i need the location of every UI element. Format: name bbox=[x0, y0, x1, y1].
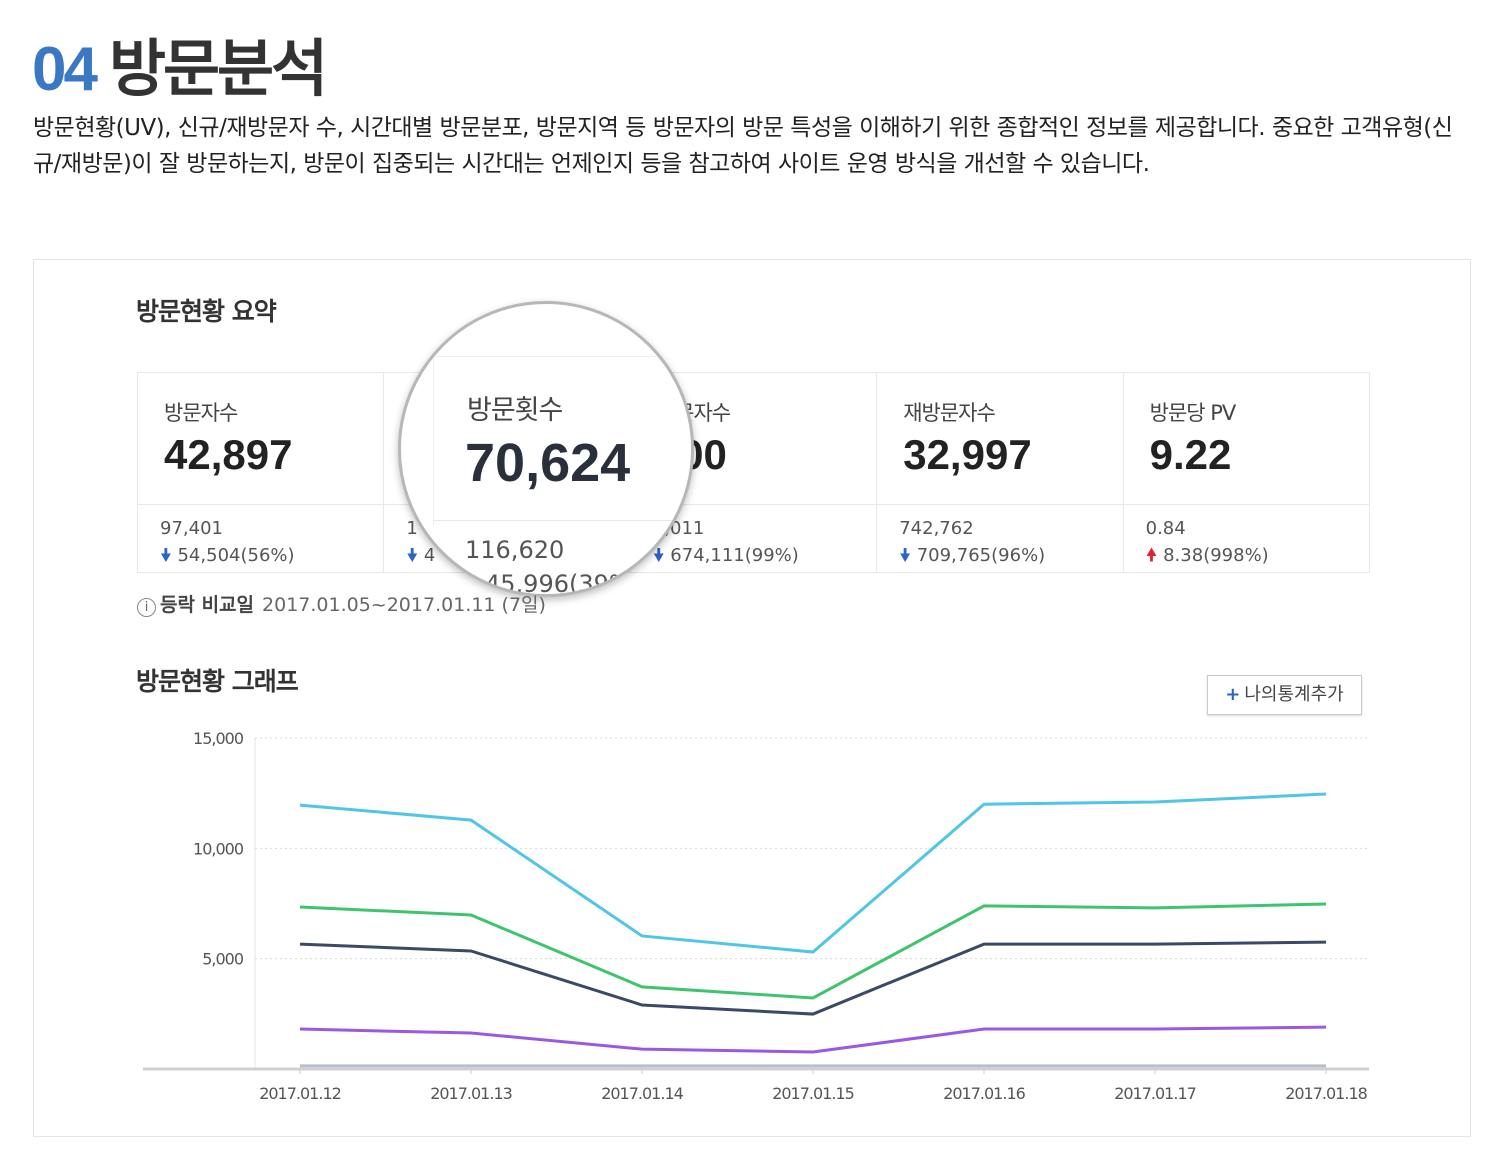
x-tick-label: 2017.01.14 bbox=[601, 1084, 683, 1103]
arrow-down-icon: 🠟 bbox=[899, 545, 911, 566]
x-tick-label: 2017.01.12 bbox=[259, 1084, 341, 1103]
card-change: 709,765(96%) bbox=[916, 545, 1046, 566]
visits-label: 방문횟수 bbox=[467, 395, 563, 426]
compare-note: i 등락 비교일 2017.01.05~2017.01.11 (7일) bbox=[137, 590, 546, 617]
arrow-down-icon: 🠟 bbox=[160, 545, 172, 566]
summary-title: 방문현황 요약 bbox=[136, 297, 277, 326]
summary-card: 방문당 PV 9.22 0.84 🠝 8.38(998%) bbox=[1123, 373, 1370, 572]
add-my-stats-button[interactable]: + 나의통계추가 bbox=[1207, 675, 1362, 715]
y-tick-label: 5,000 bbox=[202, 950, 244, 969]
card-value: 9.22 bbox=[1149, 431, 1232, 478]
card-change: 54,504(56%) bbox=[177, 545, 295, 566]
card-change: 674,111(99%) bbox=[670, 545, 799, 566]
x-tick-label: 2017.01.17 bbox=[1114, 1084, 1196, 1103]
series-navy-line bbox=[299, 940, 1327, 1016]
card-change: 8.38(998%) bbox=[1163, 545, 1269, 566]
analysis-panel: 방문현황 요약 방문자수 42,897 97,401 🠟 54,504(56%) 1… bbox=[33, 259, 1471, 1137]
card-prev: 97,401 bbox=[160, 518, 223, 539]
visits-value: 70,624 bbox=[465, 433, 631, 493]
summary-card: 재방문자수 32,997 742,762 🠟 709,765(96%) bbox=[877, 373, 1124, 572]
x-tick-label: 2017.01.13 bbox=[430, 1084, 512, 1103]
card-value: 42,897 bbox=[164, 431, 293, 478]
graph-title: 방문현황 그래프 bbox=[136, 667, 299, 696]
card-change: 4 bbox=[423, 545, 436, 566]
summary-card: 방문자수 42,897 97,401 🠟 54,504(56%) bbox=[138, 373, 385, 572]
x-tick-label: 2017.01.16 bbox=[943, 1084, 1025, 1103]
card-label: 방문자수 bbox=[164, 401, 238, 425]
note-label: 등락 비교일 bbox=[160, 594, 255, 616]
section-number: 04 bbox=[32, 35, 98, 104]
note-range: 2017.01.05~2017.01.11 (7일) bbox=[262, 594, 546, 616]
section-title: 방문분석 bbox=[108, 35, 328, 104]
visits-change: 45,996(39% bbox=[485, 570, 632, 597]
section-description: 방문현황(UV), 신규/재방문자 수, 시간대별 방문분포, 방문지역 등 방… bbox=[33, 115, 1453, 177]
card-label: 재방문자수 bbox=[903, 401, 996, 425]
x-tick-label: 2017.01.18 bbox=[1285, 1084, 1367, 1103]
page-title: 04 방문분석 bbox=[32, 18, 328, 108]
card-prev: 1 bbox=[406, 518, 418, 539]
add-button-label: 나의통계추가 bbox=[1244, 684, 1344, 705]
y-tick-label: 15,000 bbox=[193, 729, 244, 748]
card-label: 방문당 PV bbox=[1149, 401, 1237, 425]
series-green-line bbox=[299, 902, 1327, 1000]
card-value: 32,997 bbox=[903, 431, 1032, 478]
series-cyan-line bbox=[299, 792, 1327, 954]
visits-prev: 116,620 bbox=[465, 536, 565, 564]
y-tick-label: 10,000 bbox=[193, 839, 244, 858]
series-purple-line bbox=[299, 1025, 1327, 1054]
plus-icon: + bbox=[1225, 684, 1241, 705]
magnifier-overlay: 방문횟수 70,624 116,620 45,996(39% bbox=[398, 301, 694, 597]
x-tick-label: 2017.01.15 bbox=[772, 1084, 854, 1103]
arrow-up-icon: 🠝 bbox=[1145, 545, 1158, 566]
arrow-down-icon: 🠟 bbox=[406, 545, 419, 566]
arrow-down-icon: 🠟 bbox=[652, 545, 665, 566]
card-prev: 742,762 bbox=[899, 518, 974, 539]
card-prev: 0.84 bbox=[1145, 518, 1186, 539]
info-icon: i bbox=[137, 598, 156, 617]
